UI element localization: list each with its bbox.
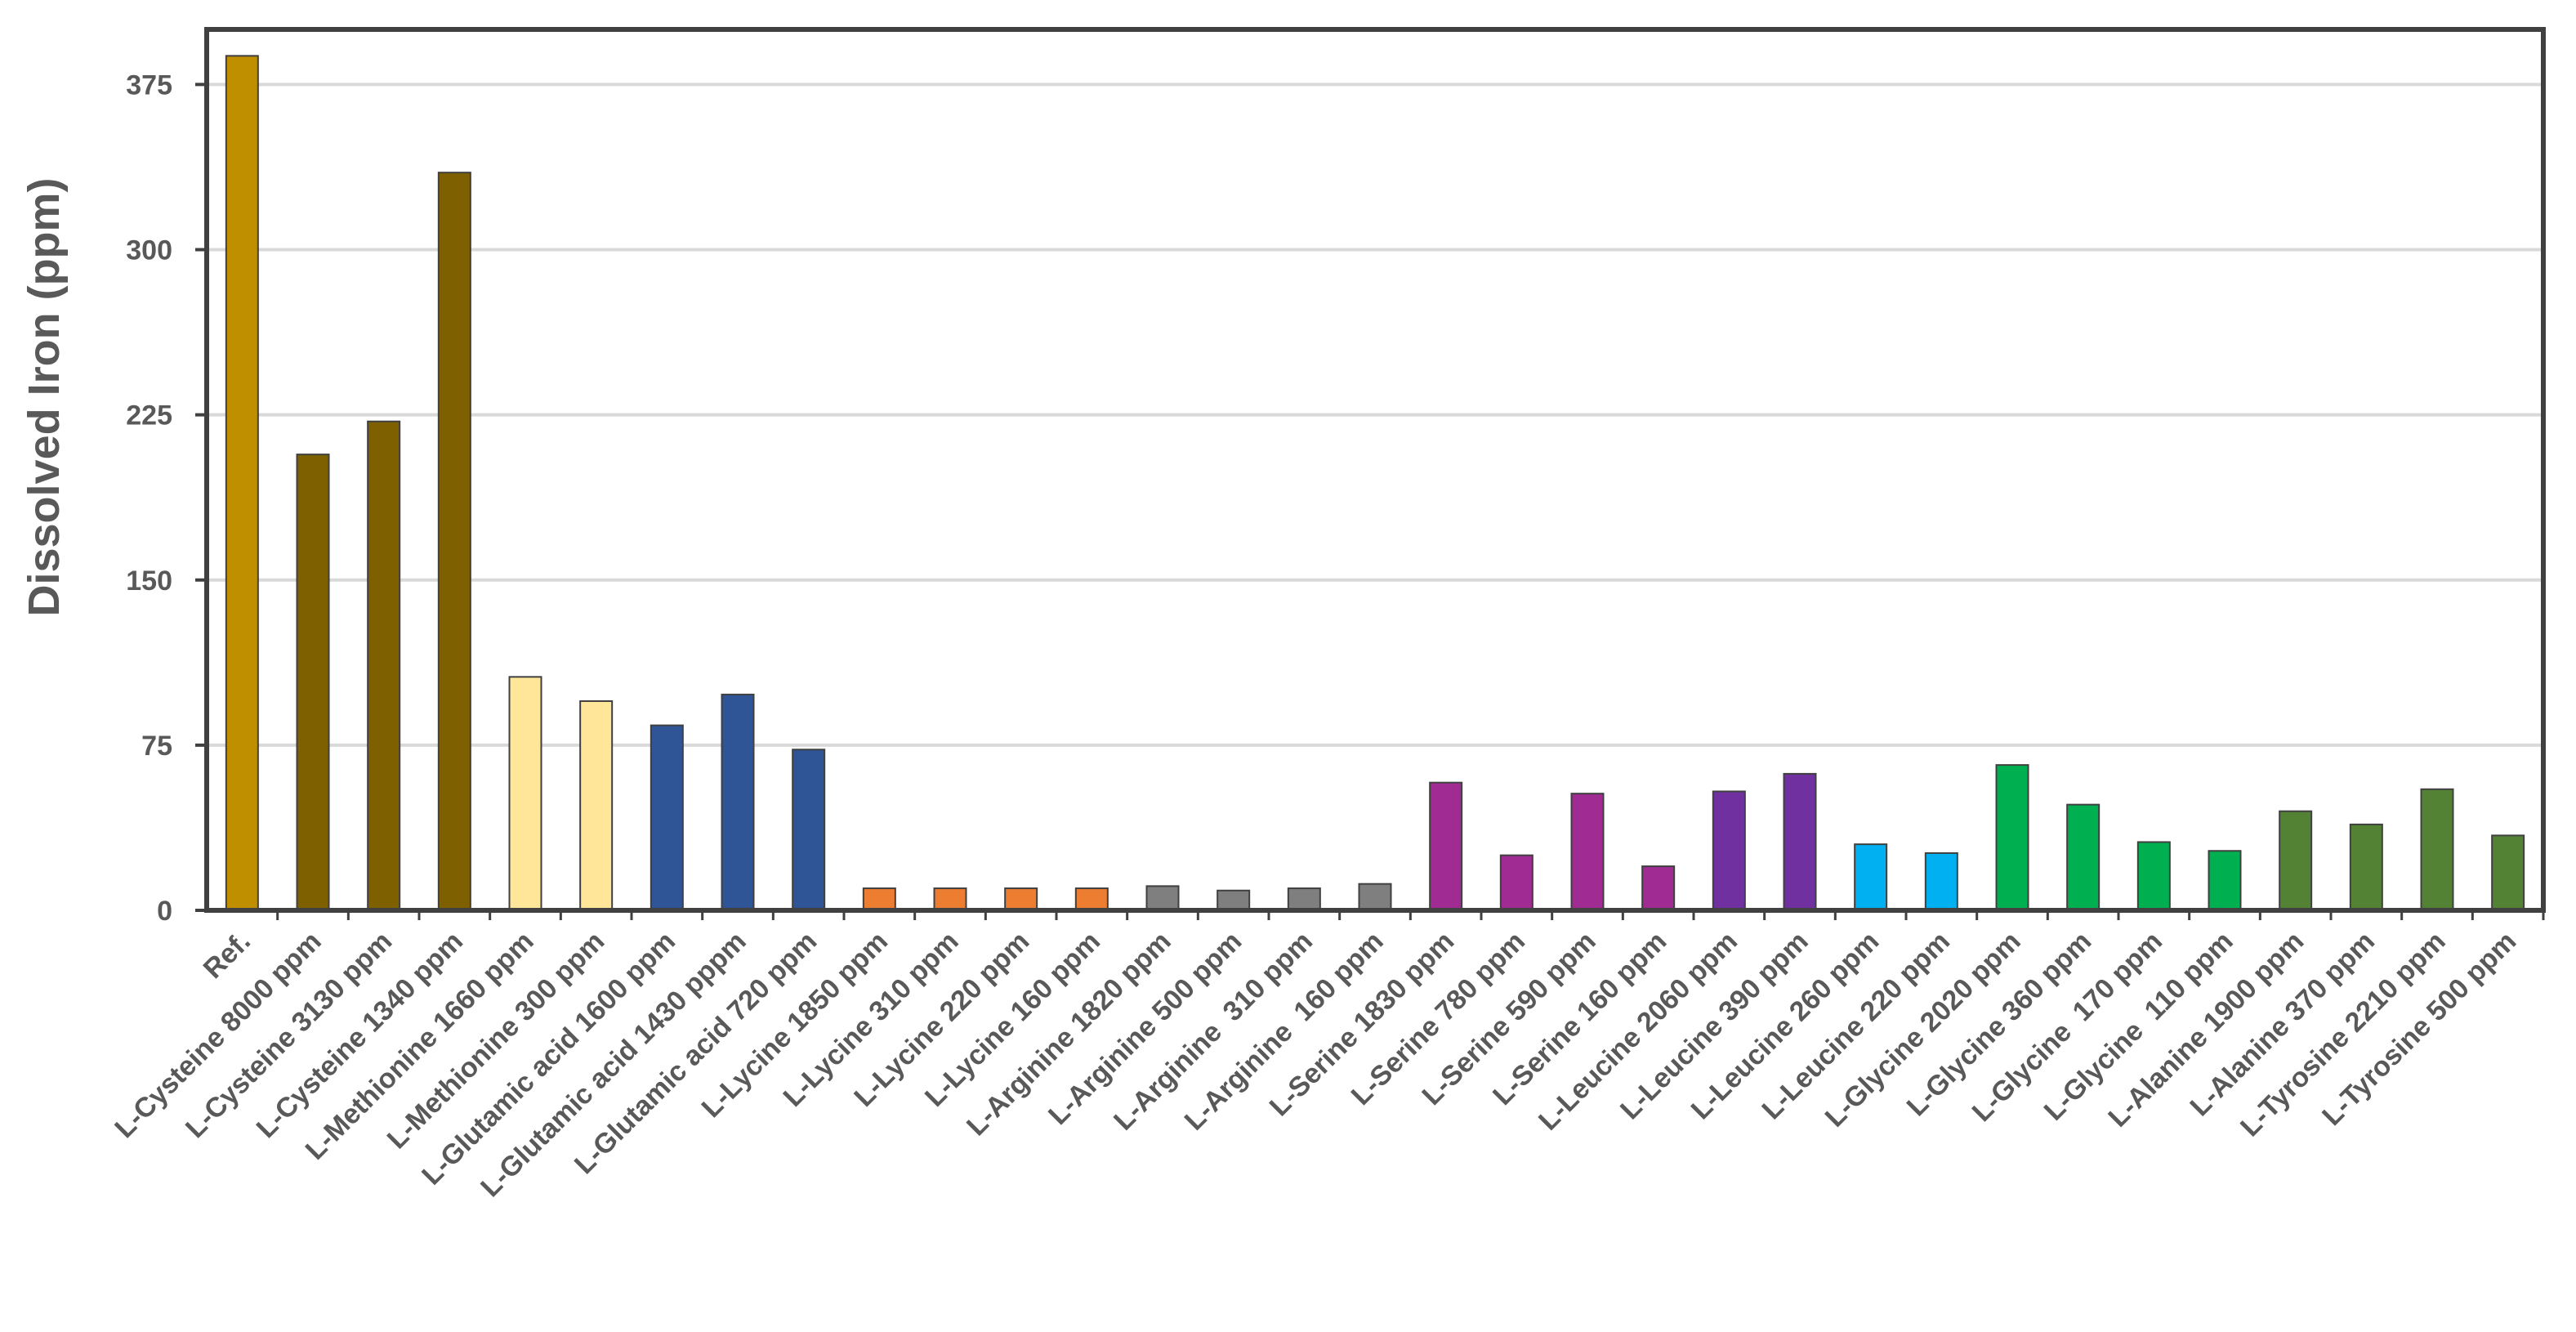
bar (2208, 850, 2242, 911)
bar (508, 676, 542, 912)
bar (2136, 841, 2171, 911)
bar (2420, 788, 2454, 912)
bar (437, 172, 471, 912)
bar (1641, 865, 1676, 911)
bar (2491, 834, 2525, 911)
y-axis-title: Dissolved Iron (ppm) (20, 177, 69, 616)
bar (721, 693, 755, 911)
bar (1287, 887, 1321, 912)
bar (650, 724, 684, 911)
y-tick-labels: 0 75 150 225 300 375 (126, 69, 207, 927)
bars (225, 55, 2525, 912)
bar (1712, 790, 1746, 911)
y-tick-label: 150 (126, 565, 172, 597)
gridlines (207, 83, 2543, 747)
bar (1358, 883, 1392, 912)
bar (1924, 851, 1958, 912)
bar (1783, 772, 1817, 911)
y-tick-label: 375 (126, 69, 172, 101)
bar (1499, 854, 1534, 911)
bar (1004, 887, 1038, 912)
bar (2066, 803, 2101, 912)
bar (1854, 843, 1888, 912)
bar (1429, 781, 1463, 911)
bar (1995, 764, 2029, 911)
bar (225, 55, 259, 912)
y-tick-label: 75 (141, 731, 172, 762)
bar (2349, 823, 2383, 912)
y-tick-label: 0 (157, 896, 172, 927)
bar (933, 887, 967, 912)
y-tick-label: 300 (126, 235, 172, 266)
bar (1570, 793, 1605, 911)
bar (792, 749, 826, 912)
plot-frame (204, 27, 2546, 913)
bar (367, 420, 401, 911)
bar (296, 454, 330, 911)
y-tick-label: 225 (126, 400, 172, 431)
bar (579, 700, 614, 911)
bar (2279, 810, 2313, 911)
bar (1074, 887, 1109, 912)
x-category-label: Ref. (198, 926, 257, 985)
bar (1217, 889, 1251, 911)
bar (1145, 885, 1180, 911)
bar (862, 887, 896, 912)
